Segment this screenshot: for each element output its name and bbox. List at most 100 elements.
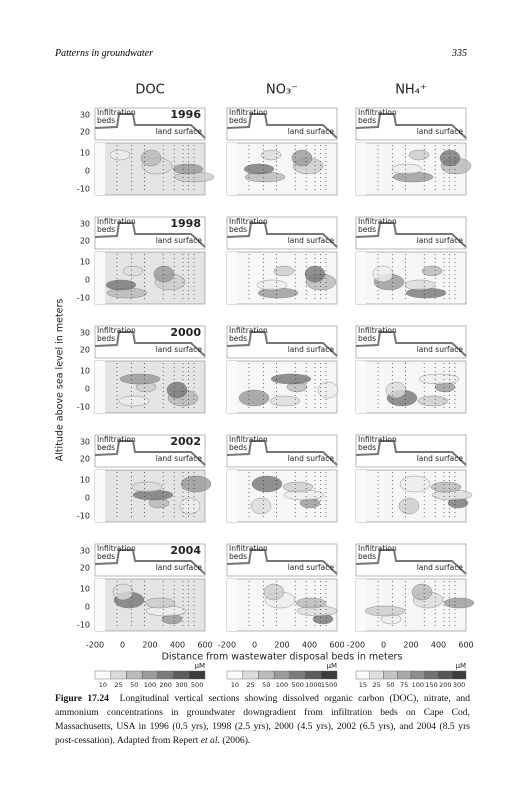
infiltration-label: beds — [358, 116, 376, 125]
infiltration-label: beds — [229, 443, 247, 452]
contour — [238, 389, 270, 407]
colorbar-swatch — [410, 670, 425, 680]
y-tick-label: 0 — [85, 385, 90, 394]
x-tick-label: 200 — [403, 641, 418, 650]
section-strip — [227, 252, 237, 304]
column-title: NO₃⁻ — [266, 83, 298, 98]
column-title: DOC — [135, 83, 164, 98]
colorbar-tick-label: 50 — [130, 681, 138, 689]
land-surface-label: land surface — [156, 454, 203, 463]
colorbar-tick-label: 200 — [160, 681, 172, 689]
land-surface-line — [355, 331, 467, 357]
x-tick-label: 600 — [329, 641, 344, 650]
infiltration-label: Infiltration — [358, 108, 397, 117]
land-surface-label: land surface — [417, 127, 464, 136]
y-tick-label: 10 — [80, 149, 90, 158]
colorbar-tick-label: 50 — [386, 681, 394, 689]
infiltration-label: Infiltration — [229, 217, 268, 226]
land-surface-label: land surface — [417, 563, 464, 572]
y-tick-label: 30 — [80, 329, 90, 338]
colorbar-tick-label: 500 — [191, 681, 203, 689]
land-surface-line — [226, 331, 338, 357]
x-tick-label: 400 — [431, 641, 446, 650]
y-tick-label: 30 — [80, 220, 90, 229]
contour — [418, 373, 460, 385]
infiltration-label: Infiltration — [97, 544, 136, 553]
y-tick-label: 10 — [80, 367, 90, 376]
caption-label: Figure 17.24 — [55, 693, 109, 704]
year-label: 2000 — [170, 326, 201, 339]
contour — [251, 475, 283, 493]
infiltration-label: beds — [97, 443, 115, 452]
contour — [112, 583, 134, 601]
land-surface-line — [355, 222, 467, 248]
colorbar-swatch — [94, 670, 111, 680]
x-tick-label: 0 — [252, 641, 257, 650]
colorbar-unit: μM — [327, 662, 338, 670]
colorbar-swatch — [289, 670, 306, 680]
section-strip — [95, 579, 105, 631]
contour — [118, 395, 150, 407]
colorbar-swatch — [452, 670, 467, 680]
contour — [122, 265, 144, 277]
colorbar-tick-label: 150 — [425, 681, 437, 689]
y-tick-label: 30 — [80, 111, 90, 120]
colorbar-swatch — [355, 670, 370, 680]
page-number: 335 — [452, 48, 467, 59]
land-surface-line — [94, 549, 206, 575]
section-strip — [227, 143, 237, 195]
contour — [295, 597, 327, 609]
colorbar-swatch — [110, 670, 127, 680]
section-strip — [356, 143, 366, 195]
land-surface-line — [355, 440, 467, 466]
infiltration-label: Infiltration — [97, 108, 136, 117]
colorbar-swatch — [305, 670, 322, 680]
land-surface-label: land surface — [156, 236, 203, 245]
land-surface-line — [226, 549, 338, 575]
x-tick-label: 0 — [120, 641, 125, 650]
infiltration-label: Infiltration — [358, 544, 397, 553]
infiltration-label: Infiltration — [358, 435, 397, 444]
contour — [179, 497, 201, 515]
infiltration-label: beds — [229, 225, 247, 234]
x-tick-label: -200 — [86, 641, 104, 650]
colorbar-tick-label: 100 — [144, 681, 156, 689]
y-tick-label: -10 — [77, 621, 90, 630]
contour — [372, 265, 394, 283]
year-label: 2002 — [170, 435, 201, 448]
contour — [140, 149, 162, 167]
land-surface-line — [226, 113, 338, 139]
colorbar-swatch — [273, 670, 291, 680]
y-tick-label: 10 — [80, 258, 90, 267]
section-strip — [356, 470, 366, 522]
contour — [385, 381, 407, 399]
contour — [282, 481, 314, 493]
land-surface-line — [94, 440, 206, 466]
contour — [119, 373, 161, 385]
x-tick-label: 400 — [302, 641, 317, 650]
colorbar-tick-label: 25 — [372, 681, 380, 689]
land-surface-label: land surface — [156, 345, 203, 354]
contour — [408, 149, 430, 161]
contour — [399, 475, 431, 493]
x-tick-label: 0 — [381, 641, 386, 650]
colorbar-tick-label: 100 — [412, 681, 424, 689]
colorbar-tick-label: 15 — [359, 681, 367, 689]
infiltration-label: Infiltration — [229, 108, 268, 117]
year-label: 1998 — [170, 217, 201, 230]
infiltration-label: Infiltration — [358, 217, 397, 226]
land-surface-label: land surface — [156, 127, 203, 136]
x-axis-label: Distance from wastewater disposal beds i… — [162, 652, 403, 663]
land-surface-label: land surface — [417, 236, 464, 245]
contour — [443, 597, 475, 609]
infiltration-label: beds — [358, 552, 376, 561]
y-tick-label: 0 — [85, 167, 90, 176]
contour — [364, 605, 406, 617]
running-title: Patterns in groundwater — [55, 48, 153, 59]
contour — [260, 149, 282, 161]
land-surface-label: land surface — [288, 236, 335, 245]
y-tick-label: -10 — [77, 294, 90, 303]
contour — [317, 381, 339, 399]
contour — [180, 475, 212, 493]
y-tick-label: 0 — [85, 494, 90, 503]
